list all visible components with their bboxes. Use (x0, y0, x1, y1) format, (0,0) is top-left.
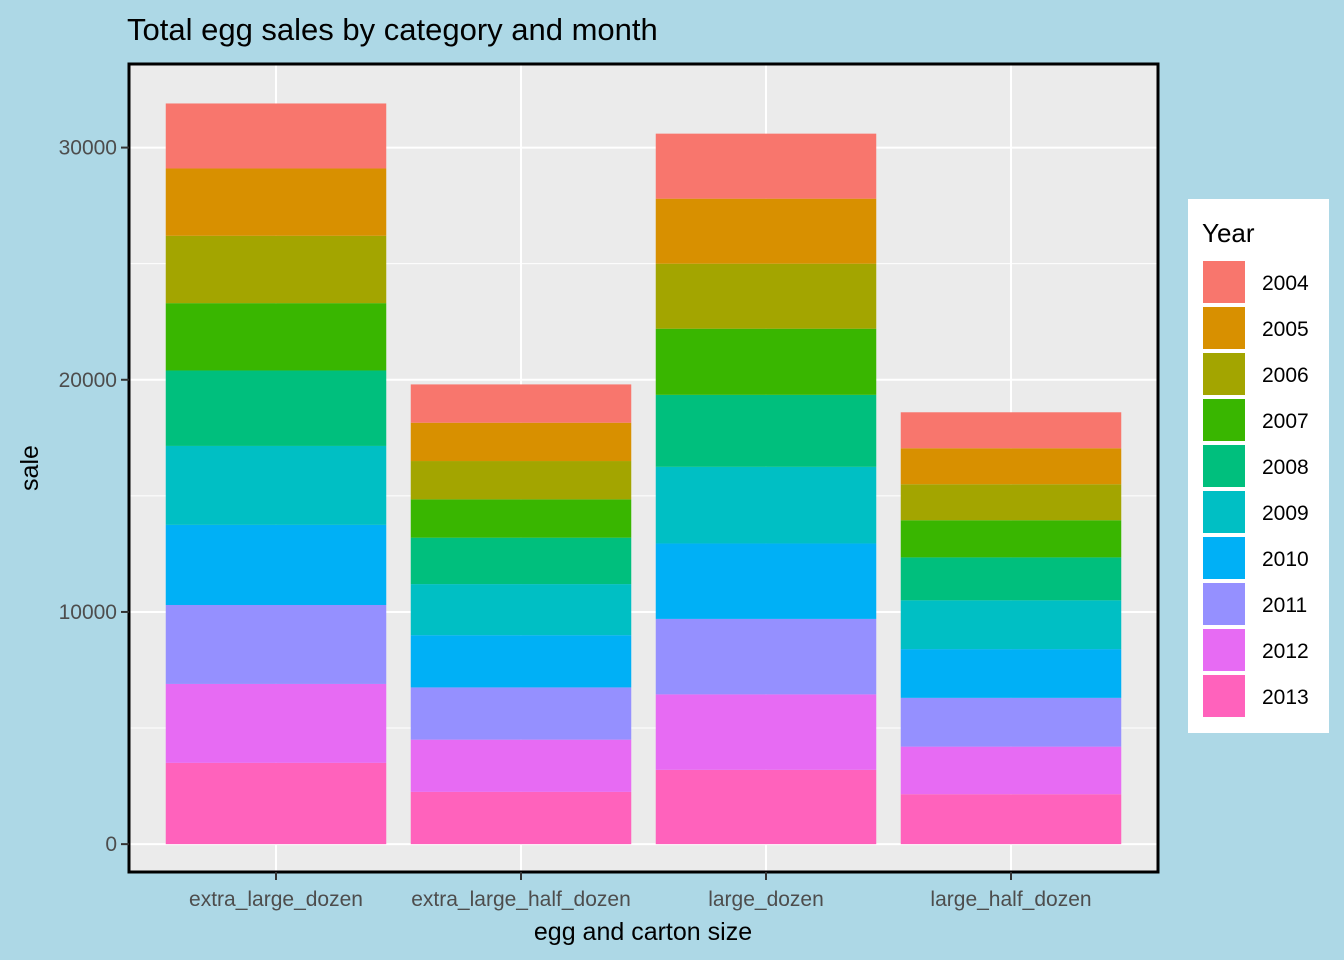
bar-segment (410, 584, 632, 636)
legend-label: 2005 (1262, 318, 1309, 341)
legend-label: 2006 (1262, 364, 1309, 387)
y-tick-label: 0 (105, 833, 117, 856)
bar-segment (165, 235, 387, 304)
bar-segment (410, 384, 632, 423)
y-axis: 0 10000 20000 30000 (59, 137, 129, 856)
bar-segment (165, 683, 387, 763)
legend-label: 2012 (1262, 640, 1309, 663)
bar-segment (410, 422, 632, 462)
bar-segment (900, 448, 1122, 485)
bar-segment (655, 198, 877, 264)
legend-swatch (1201, 259, 1247, 305)
bar-segment (165, 604, 387, 684)
bar-segment (900, 794, 1122, 845)
y-tick-label: 20000 (59, 369, 117, 392)
legend-label: 2008 (1262, 456, 1309, 479)
bar-segment (900, 746, 1122, 795)
bar-segment (410, 791, 632, 845)
bar-segment (165, 445, 387, 525)
legend-swatch (1201, 673, 1247, 719)
legend-swatch (1201, 397, 1247, 443)
bar-segment (165, 524, 387, 605)
legend-swatch (1201, 489, 1247, 535)
bar-segment (165, 370, 387, 446)
legend-title: Year (1202, 218, 1255, 248)
y-tick-label: 10000 (59, 601, 117, 624)
x-tick-label: large_half_dozen (930, 888, 1091, 911)
bar-segment (655, 328, 877, 395)
bar-segment (655, 694, 877, 770)
legend-swatch (1201, 535, 1247, 581)
bar-segment (165, 762, 387, 845)
legend-swatch (1201, 581, 1247, 627)
bar-segment (900, 557, 1122, 601)
bar-segment (900, 649, 1122, 698)
plot-border (127, 62, 1160, 874)
bar-segment (655, 394, 877, 467)
legend-label: 2010 (1262, 548, 1309, 571)
bar-segment (655, 263, 877, 329)
bar-segment (655, 133, 877, 199)
bar-segment (655, 543, 877, 619)
bar-segment (410, 739, 632, 792)
chart-title: Total egg sales by category and month (127, 12, 658, 47)
legend-swatch (1201, 351, 1247, 397)
bar-segment (410, 635, 632, 688)
bar-segment (410, 687, 632, 740)
y-tick-label: 30000 (59, 137, 117, 160)
bar-segment (655, 466, 877, 544)
legend-label: 2013 (1262, 686, 1309, 709)
x-tick-label: large_dozen (708, 888, 824, 911)
bar-segment (900, 412, 1122, 449)
bar-segment (900, 600, 1122, 650)
bar-segment (900, 520, 1122, 558)
bar-segment (900, 484, 1122, 521)
legend-swatch (1201, 627, 1247, 673)
x-axis-title: egg and carton size (534, 918, 752, 946)
legend: Year 2004 2005 2006 2007 2008 2009 2010 2011 201… (1188, 199, 1329, 733)
x-axis: extra_large_dozen extra_large_half_dozen l… (189, 872, 1092, 911)
bar-segment (165, 103, 387, 169)
bars (165, 103, 1122, 845)
bar-segment (165, 168, 387, 236)
bar-segment (655, 769, 877, 845)
legend-swatch (1201, 305, 1247, 351)
bar-segment (165, 303, 387, 371)
x-tick-label: extra_large_half_dozen (411, 888, 631, 911)
legend-label: 2009 (1262, 502, 1309, 525)
legend-swatch (1201, 443, 1247, 489)
x-tick-label: extra_large_dozen (189, 888, 363, 911)
y-axis-title: sale (16, 445, 44, 491)
legend-label: 2004 (1262, 272, 1309, 295)
legend-label: 2011 (1262, 594, 1307, 617)
bar-segment (900, 697, 1122, 747)
bar-segment (655, 618, 877, 695)
bar-segment (410, 461, 632, 500)
bar-segment (410, 499, 632, 538)
bar-segment (410, 537, 632, 585)
legend-label: 2007 (1262, 410, 1309, 433)
